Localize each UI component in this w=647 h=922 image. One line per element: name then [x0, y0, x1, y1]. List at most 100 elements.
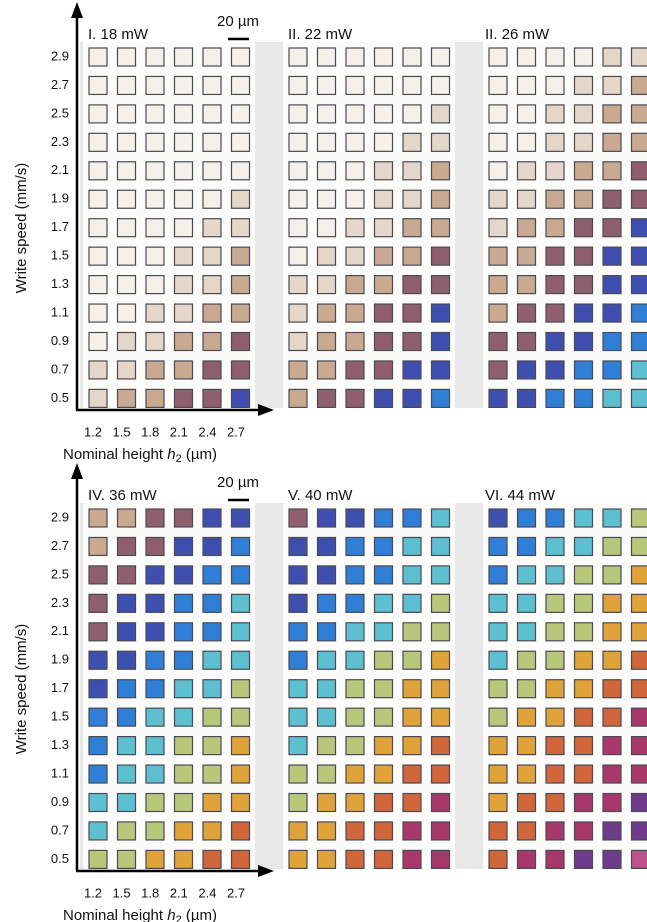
pixel-square	[403, 651, 421, 669]
pixel-square	[118, 509, 136, 527]
pixel-square	[146, 333, 164, 351]
pixel-square	[232, 537, 250, 555]
pixel-square	[546, 48, 564, 66]
pixel-square	[432, 765, 450, 783]
scale-bar-label: 20 µm	[217, 474, 259, 491]
pixel-square	[432, 361, 450, 379]
pixel-square	[289, 822, 307, 840]
pixel-square	[89, 105, 107, 123]
pixel-square	[89, 765, 107, 783]
pixel-square	[575, 509, 593, 527]
pixel-square	[489, 537, 507, 555]
pixel-square	[318, 361, 336, 379]
pixel-square	[203, 509, 221, 527]
pixel-square	[489, 566, 507, 584]
pixel-square	[232, 509, 250, 527]
pixel-square	[232, 566, 250, 584]
x-axis-title-unit: (µm)	[182, 446, 217, 463]
pixel-square	[375, 651, 393, 669]
pixel-square	[375, 680, 393, 698]
pixel-square	[175, 276, 193, 294]
pixel-square	[603, 105, 621, 123]
pixel-square	[146, 190, 164, 208]
pixel-square	[546, 133, 564, 151]
pixel-square	[489, 680, 507, 698]
pixel-square	[146, 162, 164, 180]
pixel-square	[175, 509, 193, 527]
pixel-square	[432, 623, 450, 641]
pixel-square	[318, 133, 336, 151]
pixel-square	[546, 708, 564, 726]
pixel-square	[375, 537, 393, 555]
pixel-square	[232, 190, 250, 208]
pixel-square	[118, 304, 136, 322]
pixel-square	[289, 276, 307, 294]
pixel-square	[546, 304, 564, 322]
pixel-square	[203, 133, 221, 151]
pixel-square	[375, 190, 393, 208]
pixel-square	[203, 333, 221, 351]
subpanel-title: VI. 44 mW	[485, 487, 556, 504]
pixel-square	[346, 822, 364, 840]
pixel-square	[575, 333, 593, 351]
y-tick-label: 2.7	[51, 77, 69, 92]
pixel-square	[518, 594, 536, 612]
y-tick-label: 2.9	[51, 48, 69, 63]
pixel-square	[603, 708, 621, 726]
x-tick-label: 2.4	[198, 885, 216, 900]
pixel-square	[89, 850, 107, 868]
pixel-square	[575, 594, 593, 612]
pixel-square	[146, 765, 164, 783]
pixel-square	[603, 276, 621, 294]
pixel-square	[603, 190, 621, 208]
pixel-square	[375, 566, 393, 584]
pixel-square	[175, 651, 193, 669]
pixel-square	[89, 162, 107, 180]
pixel-square	[175, 361, 193, 379]
subpanel-title: V. 40 mW	[288, 487, 353, 504]
pixel-square	[489, 850, 507, 868]
pixel-square	[603, 389, 621, 407]
pixel-square	[232, 162, 250, 180]
pixel-square	[346, 333, 364, 351]
pixel-square	[175, 190, 193, 208]
pixel-square	[118, 850, 136, 868]
pixel-square	[632, 219, 647, 237]
pixel-square	[232, 105, 250, 123]
pixel-square	[546, 76, 564, 94]
pixel-square	[346, 389, 364, 407]
pixel-square	[375, 76, 393, 94]
pixel-square	[175, 333, 193, 351]
pixel-square	[432, 794, 450, 812]
pixel-square	[146, 537, 164, 555]
pixel-square	[232, 333, 250, 351]
pixel-square	[489, 105, 507, 123]
pixel-square	[318, 623, 336, 641]
y-tick-label: 2.9	[51, 509, 69, 524]
pixel-square	[203, 361, 221, 379]
pixel-square	[118, 219, 136, 237]
pixel-square	[346, 651, 364, 669]
pixel-square	[118, 133, 136, 151]
pixel-square	[346, 594, 364, 612]
pixel-square	[518, 509, 536, 527]
y-tick-label: 1.7	[51, 680, 69, 695]
pixel-square	[146, 794, 164, 812]
pixel-square	[232, 737, 250, 755]
pixel-square	[118, 247, 136, 265]
scale-bar-label: 20 µm	[217, 13, 259, 30]
pixel-square	[603, 623, 621, 641]
pixel-square	[575, 822, 593, 840]
pixel-square	[518, 162, 536, 180]
pixel-square	[432, 566, 450, 584]
pixel-square	[403, 48, 421, 66]
pixel-square	[375, 304, 393, 322]
pixel-square	[346, 105, 364, 123]
pixel-square	[546, 219, 564, 237]
pixel-square	[632, 162, 647, 180]
pixel-square	[318, 794, 336, 812]
pixel-square	[346, 537, 364, 555]
pixel-square	[289, 566, 307, 584]
pixel-square	[232, 765, 250, 783]
pixel-square	[375, 361, 393, 379]
